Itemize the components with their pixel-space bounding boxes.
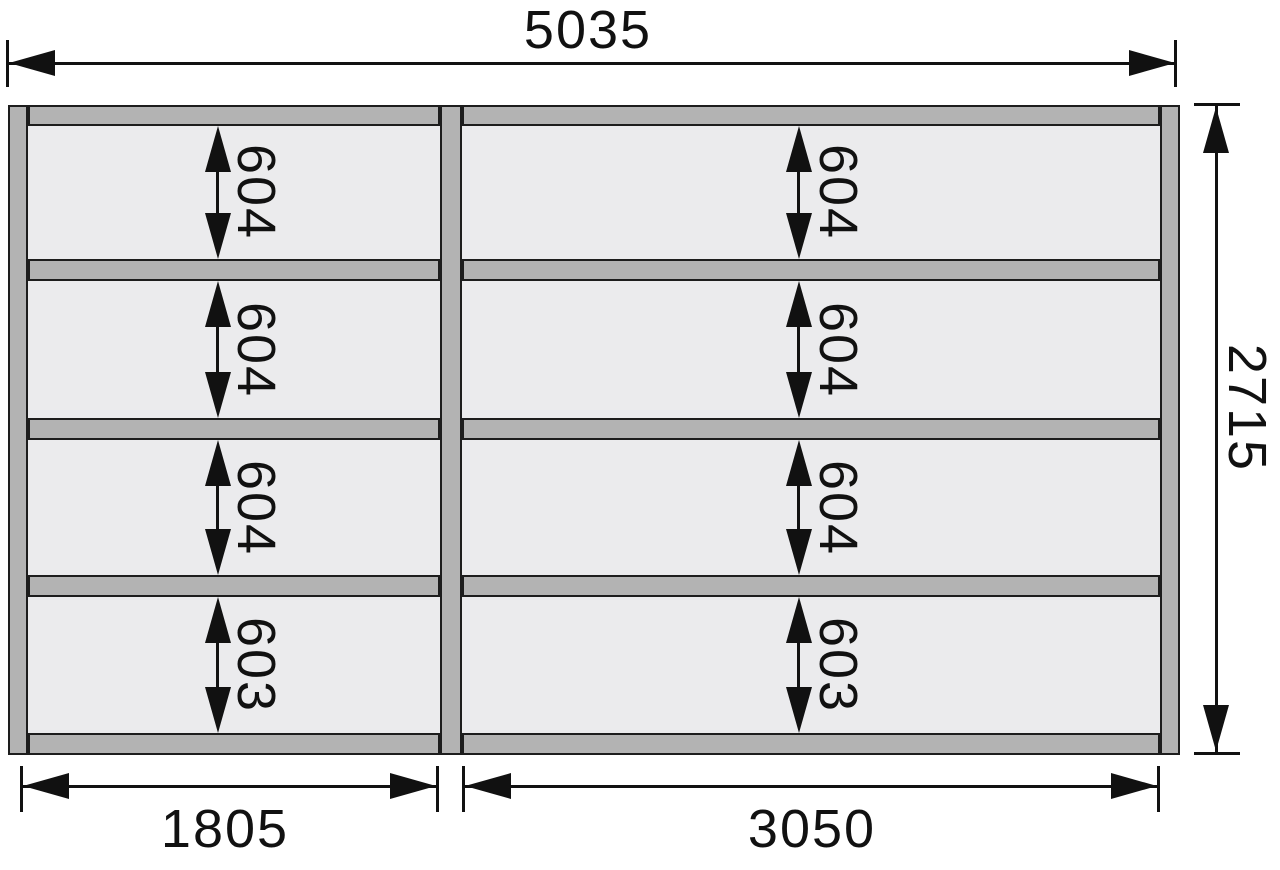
- arrowhead-left-icon: [9, 50, 55, 76]
- arrowhead-right-icon: [390, 773, 436, 799]
- dim-line: [797, 635, 800, 695]
- extension-tick-top: [1194, 103, 1240, 106]
- arrowhead-up-icon: [1203, 107, 1229, 153]
- dim-line: [216, 635, 219, 695]
- row-height-label-left-3: 604: [226, 459, 286, 557]
- shelf-rail-left-1: [28, 259, 440, 281]
- arrowhead-left-icon: [465, 773, 511, 799]
- row-height-label-left-1: 604: [226, 143, 286, 241]
- row-dim-right-3: [786, 440, 812, 575]
- extension-tick-right: [1157, 766, 1160, 812]
- dim-line: [797, 319, 800, 380]
- top-rail-left-section: [28, 105, 440, 126]
- arrowhead-down-icon: [1203, 705, 1229, 751]
- row-dim-left-4: [205, 597, 231, 733]
- extension-tick-right: [436, 766, 439, 812]
- top-rail-right-section: [462, 105, 1160, 126]
- left-stile: [8, 105, 28, 755]
- row-dim-right-2: [786, 281, 812, 418]
- extension-tick-left: [6, 40, 9, 87]
- right-stile: [1160, 105, 1180, 755]
- extension-tick-bottom: [1194, 752, 1240, 755]
- extension-tick-left: [462, 766, 465, 812]
- row-dim-left-2: [205, 281, 231, 418]
- bottom-rail-right-section: [462, 733, 1160, 755]
- dim-line: [216, 478, 219, 537]
- overall-width-label: 5035: [523, 0, 653, 60]
- row-dim-right-1: [786, 126, 812, 259]
- row-height-label-right-3: 604: [808, 459, 868, 557]
- dim-line: [216, 164, 219, 221]
- right-section-width-label: 3050: [747, 799, 877, 859]
- arrowhead-left-icon: [23, 773, 69, 799]
- dim-line: [1215, 106, 1218, 753]
- shelf-rail-right-2: [462, 418, 1160, 440]
- row-height-label-left-2: 604: [226, 301, 286, 399]
- shelf-rail-right-3: [462, 575, 1160, 597]
- row-height-label-right-4: 603: [808, 616, 868, 714]
- row-height-label-left-4: 603: [226, 616, 286, 714]
- extension-tick-left: [20, 766, 23, 812]
- dim-line: [8, 62, 1176, 65]
- arrowhead-right-icon: [1129, 50, 1175, 76]
- dim-line: [216, 319, 219, 380]
- left-section-width-label: 1805: [160, 799, 290, 859]
- shelf-rail-right-1: [462, 259, 1160, 281]
- dim-line: [797, 164, 800, 221]
- dim-line: [797, 478, 800, 537]
- shelf-rail-left-2: [28, 418, 440, 440]
- bottom-rail-left-section: [28, 733, 440, 755]
- row-dim-left-3: [205, 440, 231, 575]
- overall-height-label: 2715: [1217, 343, 1277, 473]
- row-height-label-right-1: 604: [808, 143, 868, 241]
- dim-line: [464, 785, 1158, 788]
- row-height-label-right-2: 604: [808, 301, 868, 399]
- row-dim-right-4: [786, 597, 812, 733]
- arrowhead-right-icon: [1111, 773, 1157, 799]
- shelf-rail-left-3: [28, 575, 440, 597]
- center-divider: [440, 105, 462, 755]
- row-dim-left-1: [205, 126, 231, 259]
- dim-line: [22, 785, 436, 788]
